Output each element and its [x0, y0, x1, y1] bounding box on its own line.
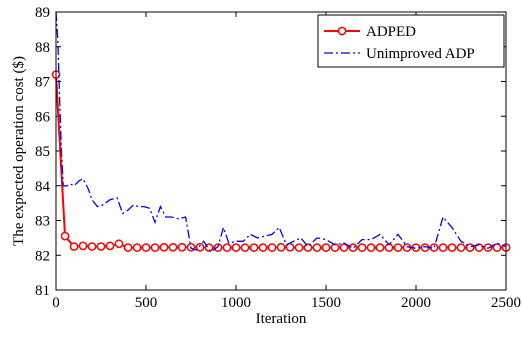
y-tick-label: 85 — [35, 144, 50, 160]
data-point — [160, 244, 167, 251]
data-point — [223, 244, 230, 251]
data-point — [61, 233, 68, 240]
series-line-0 — [56, 75, 506, 248]
data-point — [376, 244, 383, 251]
data-point — [295, 244, 302, 251]
y-tick-label: 84 — [35, 179, 51, 195]
y-axis-label: The expected operation cost ($) — [11, 56, 27, 246]
data-point — [457, 244, 464, 251]
data-point — [322, 244, 329, 251]
data-point — [259, 244, 266, 251]
data-point — [394, 244, 401, 251]
y-tick-label: 81 — [35, 283, 50, 299]
data-point — [349, 244, 356, 251]
y-tick-label: 83 — [35, 214, 50, 230]
data-point — [79, 242, 86, 249]
data-point — [277, 244, 284, 251]
x-tick-label: 1500 — [311, 295, 341, 311]
data-point — [448, 244, 455, 251]
data-point — [115, 240, 122, 247]
legend-marker-adped — [338, 27, 345, 34]
data-point — [124, 244, 131, 251]
data-point — [142, 244, 149, 251]
x-tick-label: 1000 — [221, 295, 251, 311]
legend-label-unimproved-adp: Unimproved ADP — [366, 46, 475, 62]
data-point — [151, 244, 158, 251]
data-point — [313, 244, 320, 251]
data-point — [169, 244, 176, 251]
x-tick-label: 2000 — [401, 295, 431, 311]
data-point — [178, 244, 185, 251]
data-point — [232, 244, 239, 251]
y-tick-label: 87 — [35, 75, 51, 91]
data-point — [70, 243, 77, 250]
x-tick-label: 2500 — [491, 295, 521, 311]
data-point — [304, 244, 311, 251]
y-tick-label: 88 — [35, 40, 50, 56]
data-point — [367, 244, 374, 251]
data-point — [439, 244, 446, 251]
y-tick-label: 86 — [35, 109, 51, 125]
x-tick-label: 500 — [135, 295, 158, 311]
data-point — [268, 244, 275, 251]
data-point — [106, 242, 113, 249]
data-point — [88, 243, 95, 250]
legend-label-adped: ADPED — [366, 24, 416, 40]
data-point — [250, 244, 257, 251]
y-tick-label: 89 — [35, 5, 50, 21]
x-tick-label: 0 — [52, 295, 60, 311]
data-point — [133, 244, 140, 251]
data-point — [97, 243, 104, 250]
legend: ADPED Unimproved ADP — [318, 15, 504, 67]
data-point — [241, 244, 248, 251]
data-point — [358, 244, 365, 251]
x-axis-label: Iteration — [256, 311, 307, 327]
y-tick-label: 82 — [35, 248, 50, 264]
